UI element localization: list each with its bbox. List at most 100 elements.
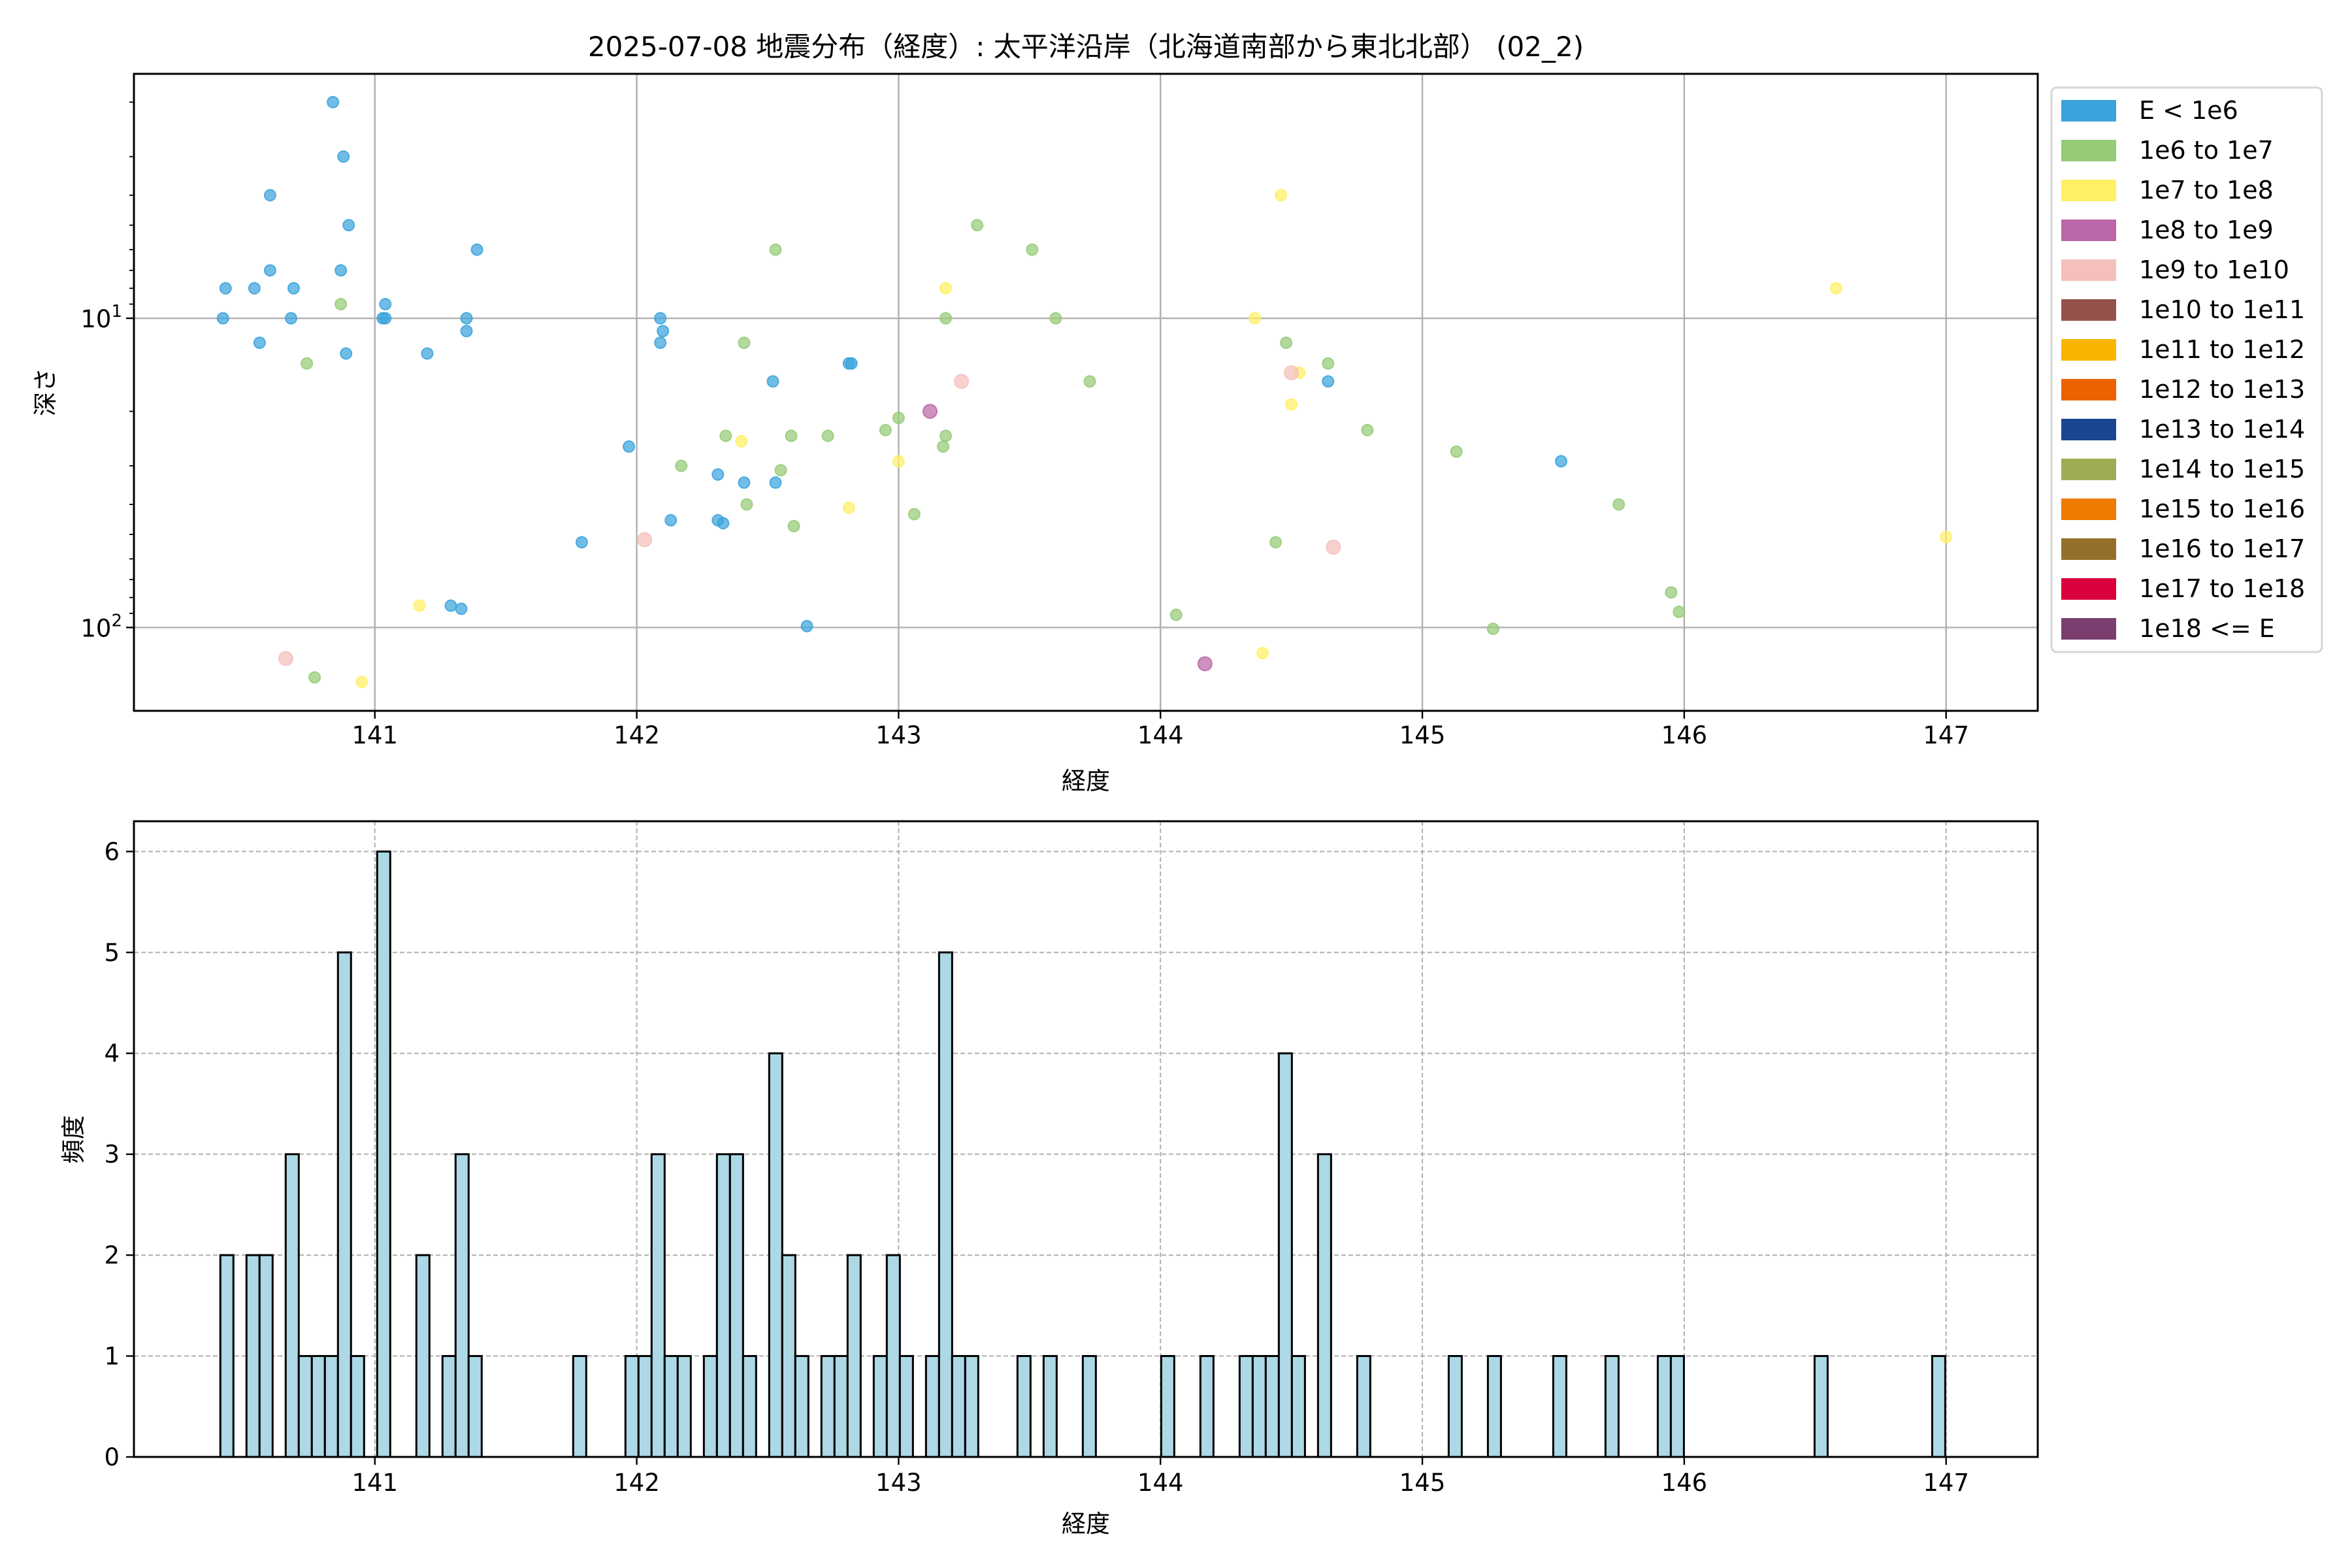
data-point (923, 404, 938, 419)
data-point (470, 243, 483, 256)
legend-label: 1e9 to 1e10 (2139, 255, 2289, 284)
histogram-bar (1604, 1355, 1620, 1458)
y-tick-label: 5 (104, 939, 120, 967)
histogram-bar (820, 1355, 836, 1458)
histogram-bar (1813, 1355, 1829, 1458)
histogram-bar (872, 1355, 888, 1458)
histogram-bar (1486, 1355, 1502, 1458)
data-point (717, 517, 730, 530)
legend-swatch (2061, 220, 2116, 241)
legend-swatch (2061, 538, 2116, 560)
data-point (735, 434, 748, 448)
legend-swatch (2061, 140, 2116, 161)
data-point (623, 440, 636, 453)
x-tick-label: 143 (875, 721, 922, 749)
data-point (284, 312, 297, 325)
legend-label: 1e18 <= E (2139, 614, 2275, 643)
data-point (939, 282, 953, 295)
data-point (287, 282, 301, 295)
x-tick-label: 141 (351, 1469, 398, 1497)
histogram-bar (938, 951, 953, 1458)
data-point (842, 501, 855, 514)
data-point (1322, 357, 1335, 370)
axes-frame (133, 73, 2039, 712)
chart-title: 2025-07-08 地震分布（経度）: 太平洋沿岸（北海道南部から東北北部） … (588, 31, 1584, 63)
data-point (1280, 336, 1293, 350)
data-point (340, 347, 353, 360)
histogram-bar (833, 1355, 849, 1458)
histogram-bar (846, 1254, 862, 1458)
scatter-x-axis-label: 経度 (1062, 767, 1110, 795)
legend-swatch (2061, 618, 2116, 640)
histogram-bar (1290, 1355, 1306, 1458)
histogram-bar (350, 1355, 365, 1458)
data-point (278, 651, 293, 666)
data-point (1269, 536, 1282, 549)
legend-swatch (2061, 419, 2116, 440)
data-point (253, 336, 266, 350)
x-tick-label: 147 (1923, 1469, 1969, 1497)
histogram-bar (467, 1355, 483, 1458)
legend-label: 1e14 to 1e15 (2139, 455, 2305, 483)
legend-swatch (2061, 339, 2116, 361)
histogram-bar (663, 1355, 679, 1458)
x-tick-label: 142 (613, 1469, 660, 1497)
legend-swatch (2061, 578, 2116, 600)
histogram-bar (376, 850, 391, 1458)
data-point (937, 440, 950, 453)
data-point (766, 375, 779, 388)
histogram-bar (794, 1355, 809, 1458)
data-point (738, 336, 751, 350)
legend-label: 1e12 to 1e13 (2139, 375, 2305, 404)
histogram-bar (1356, 1355, 1371, 1458)
legend-swatch (2061, 379, 2116, 400)
data-point (939, 312, 953, 325)
legend-label: 1e7 to 1e8 (2139, 176, 2274, 204)
histogram-bar (441, 1355, 457, 1458)
legend-label: 1e13 to 1e14 (2139, 415, 2305, 444)
histogram-bar (245, 1254, 261, 1458)
scatter-axes: 141 142 143 144 145 146 147 101 102 (80, 73, 2039, 749)
data-point (1612, 498, 1625, 511)
data-point (879, 423, 892, 436)
data-point (248, 282, 261, 295)
y-tick-label: 3 (104, 1141, 120, 1169)
histogram-axes: 0 1 2 3 4 5 6 141 142 143 144 145 146 147 (104, 820, 2039, 1497)
data-point (379, 297, 392, 310)
x-tick-label: 146 (1661, 721, 1708, 749)
x-tick-label: 145 (1399, 721, 1446, 749)
data-point (821, 429, 834, 442)
data-point (1486, 622, 1499, 635)
legend-swatch (2061, 299, 2116, 321)
histogram-bar (676, 1355, 692, 1458)
data-point (1169, 608, 1183, 621)
data-point (421, 347, 434, 360)
data-point (939, 429, 953, 442)
data-point (971, 219, 984, 232)
legend-swatch (2061, 498, 2116, 520)
histogram-bar (297, 1355, 313, 1458)
y-tick-label: 101 (80, 302, 122, 333)
histogram-bar (702, 1355, 718, 1458)
y-tick-label: 4 (104, 1039, 120, 1068)
histogram-x-axis-label: 経度 (1062, 1510, 1110, 1538)
data-point (1829, 282, 1842, 295)
data-point (719, 429, 732, 442)
data-point (1673, 605, 1686, 618)
y-tick-label: 102 (80, 611, 122, 642)
histogram-bar (1316, 1153, 1332, 1458)
histogram-bar (924, 1355, 940, 1458)
data-point (711, 468, 725, 481)
data-point (664, 514, 678, 527)
x-tick-label: 141 (351, 721, 398, 749)
x-tick-label: 144 (1137, 721, 1184, 749)
data-point (738, 476, 751, 489)
x-tick-label: 142 (613, 721, 660, 749)
histogram-bar (336, 951, 352, 1458)
data-point (301, 357, 314, 370)
histogram-bar (1042, 1355, 1058, 1458)
x-tick-label: 146 (1661, 1469, 1708, 1497)
histogram-bar (454, 1153, 470, 1458)
legend-swatch (2061, 180, 2116, 201)
